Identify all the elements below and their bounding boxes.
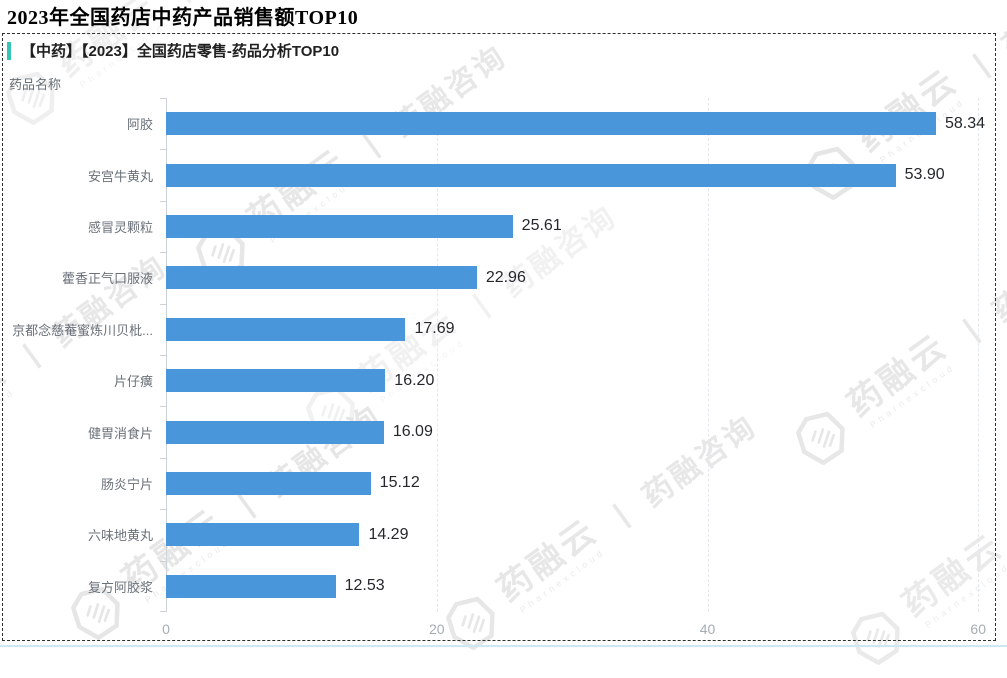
- bar: [166, 369, 386, 393]
- bar-track: 53.90: [166, 149, 985, 200]
- bar: [166, 574, 336, 598]
- gridline-60: [978, 98, 980, 612]
- bar-track: 16.20: [166, 355, 985, 406]
- gridline-40: [707, 98, 709, 612]
- bar-rows: 阿胶 58.34 安宫牛黄丸 53.90 感冒灵颗粒 25.61 藿香正气口服液 22.96 京…: [3, 98, 985, 612]
- chart-row: 藿香正气口服液 22.96: [3, 252, 985, 303]
- chart-row: 健胃消食片 16.09: [3, 406, 985, 457]
- bar-value-label: 25.61: [521, 217, 562, 235]
- y-axis-tick: [160, 509, 167, 511]
- bar-value-label: 14.29: [368, 525, 409, 543]
- y-axis-tick: [160, 611, 167, 612]
- panel-title: 【中药】【2023】全国药店零售-药品分析TOP10: [21, 43, 340, 60]
- chart-row: 阿胶 58.34: [3, 98, 985, 149]
- bar: [166, 420, 384, 444]
- category-label: 健胃消食片: [87, 425, 153, 441]
- category-label: 阿胶: [126, 117, 153, 133]
- category-label: 藿香正气口服液: [61, 271, 153, 287]
- x-tick-label: 40: [699, 621, 716, 637]
- chart-row: 安宫牛黄丸 53.90: [3, 149, 985, 200]
- y-axis-tick: [160, 200, 167, 202]
- category-label: 复方阿胶浆: [87, 579, 153, 595]
- y-axis-title: 药品名称: [9, 77, 62, 92]
- bottom-divider: [0, 645, 1007, 647]
- bar-track: 15.12: [166, 458, 985, 509]
- bar-value-label: 16.09: [392, 423, 433, 441]
- bar: [166, 214, 513, 238]
- y-axis-tick: [160, 149, 167, 151]
- chart-row: 肠炎宁片 15.12: [3, 458, 985, 509]
- bar: [166, 471, 371, 495]
- bar: [166, 112, 936, 136]
- bar: [166, 317, 406, 341]
- header-accent-bar: [7, 41, 11, 60]
- category-label: 六味地黄丸: [87, 528, 153, 544]
- bar-value-label: 17.69: [414, 320, 455, 338]
- page-title: 2023年全国药店中药产品销售额TOP10: [7, 7, 359, 29]
- y-axis-tick: [160, 252, 167, 254]
- bar-value-label: 16.20: [394, 371, 435, 389]
- bar-track: 14.29: [166, 509, 985, 560]
- bar-value-label: 58.34: [944, 114, 985, 132]
- bar-value-label: 15.12: [379, 474, 420, 492]
- category-label: 安宫牛黄丸: [87, 168, 153, 184]
- category-label: 京都念慈菴蜜炼川贝枇...: [12, 322, 153, 338]
- chart-row: 复方阿胶浆 12.53: [3, 561, 985, 612]
- y-axis-tick: [160, 560, 167, 562]
- chart-row: 感冒灵颗粒 25.61: [3, 201, 985, 252]
- x-tick-label: 0: [162, 621, 170, 637]
- x-tick-label: 60: [970, 621, 987, 637]
- category-label: 片仔癀: [113, 374, 153, 390]
- y-axis-tick: [160, 457, 167, 459]
- panel-header: 【中药】【2023】全国药店零售-药品分析TOP10: [7, 40, 339, 61]
- gridline-20: [437, 98, 439, 612]
- bar-track: 16.09: [166, 406, 985, 457]
- bar: [166, 266, 477, 290]
- bar-value-label: 12.53: [344, 577, 385, 595]
- bar: [166, 163, 896, 187]
- chart-row: 京都念慈菴蜜炼川贝枇... 17.69: [3, 304, 985, 355]
- y-axis-tick: [160, 406, 167, 408]
- bar-track: 25.61: [166, 201, 985, 252]
- chart-row: 六味地黄丸 14.29: [3, 509, 985, 560]
- bar-track: 12.53: [166, 561, 985, 612]
- x-tick-label: 20: [428, 621, 445, 637]
- chart-row: 片仔癀 16.20: [3, 355, 985, 406]
- bar-track: 58.34: [166, 98, 985, 149]
- category-label: 肠炎宁片: [100, 476, 153, 492]
- bar-value-label: 22.96: [485, 268, 526, 286]
- y-axis-tick: [160, 303, 167, 305]
- bar-track: 22.96: [166, 252, 985, 303]
- watermark-divider: 丨: [1001, 503, 1007, 556]
- bar-chart: 阿胶 58.34 安宫牛黄丸 53.90 感冒灵颗粒 25.61 藿香正气口服液 22.96 京…: [3, 98, 987, 640]
- category-label: 感冒灵颗粒: [87, 219, 153, 235]
- y-axis-tick: [160, 98, 167, 99]
- chart-panel: 【中药】【2023】全国药店零售-药品分析TOP10 药品名称 阿胶 58.34 安…: [2, 33, 996, 641]
- x-axis: 0 20 40 60: [162, 618, 987, 640]
- bar-value-label: 53.90: [904, 166, 945, 184]
- plot-area: [160, 98, 985, 612]
- y-axis-tick: [160, 355, 167, 356]
- bar: [166, 523, 360, 547]
- bar-track: 17.69: [166, 304, 985, 355]
